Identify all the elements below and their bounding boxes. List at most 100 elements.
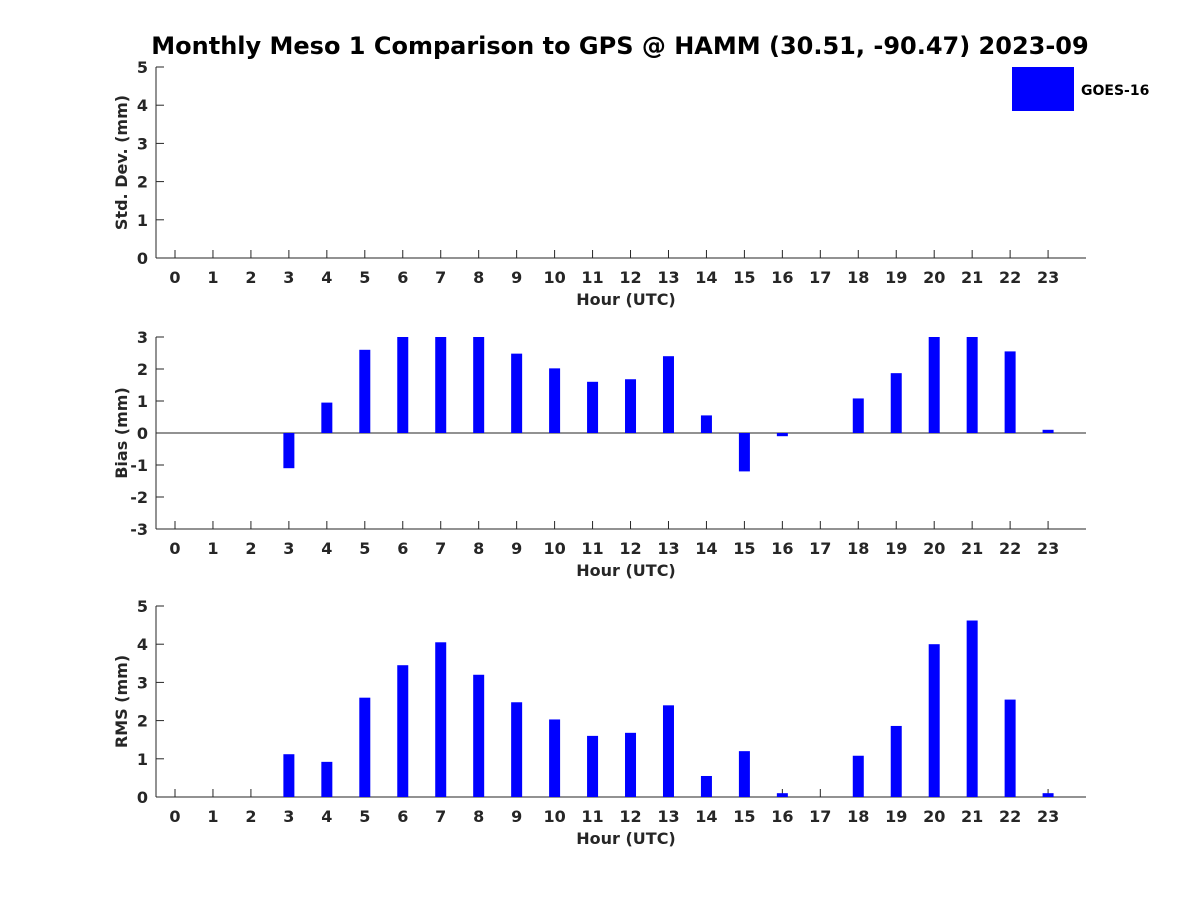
x-tick-label: 5 bbox=[359, 807, 370, 826]
y-tick-label: -1 bbox=[130, 456, 148, 475]
y-axis-label: Bias (mm) bbox=[112, 387, 131, 479]
x-tick-label: 4 bbox=[321, 268, 332, 287]
x-tick-label: 21 bbox=[961, 268, 983, 287]
x-tick-label: 10 bbox=[543, 807, 565, 826]
legend: GOES-16 bbox=[1012, 67, 1149, 111]
y-tick-label: 0 bbox=[137, 424, 148, 443]
y-tick-label: 4 bbox=[137, 635, 148, 654]
y-axis-label: RMS (mm) bbox=[112, 655, 131, 748]
bar-hour-20 bbox=[928, 337, 940, 433]
x-tick-label: 23 bbox=[1037, 268, 1059, 287]
bar-hour-10 bbox=[549, 719, 561, 797]
bar-hour-15 bbox=[738, 751, 750, 797]
y-tick-label: 4 bbox=[137, 96, 148, 115]
x-tick-label: 15 bbox=[733, 268, 755, 287]
bar-hour-3 bbox=[283, 754, 295, 797]
bar-hour-7 bbox=[435, 337, 447, 433]
x-tick-label: 8 bbox=[473, 807, 484, 826]
x-tick-label: 14 bbox=[695, 807, 717, 826]
x-tick-label: 17 bbox=[809, 268, 831, 287]
bar-hour-18 bbox=[852, 755, 864, 797]
bar-hour-9 bbox=[511, 702, 523, 797]
x-tick-label: 5 bbox=[359, 539, 370, 558]
x-tick-label: 1 bbox=[207, 268, 218, 287]
x-tick-label: 23 bbox=[1037, 807, 1059, 826]
x-tick-label: 22 bbox=[999, 268, 1021, 287]
x-tick-label: 1 bbox=[207, 539, 218, 558]
bar-hour-8 bbox=[473, 337, 485, 433]
bar-hour-9 bbox=[511, 353, 523, 433]
x-tick-label: 15 bbox=[733, 807, 755, 826]
x-tick-label: 20 bbox=[923, 268, 945, 287]
x-tick-label: 0 bbox=[169, 539, 180, 558]
x-tick-label: 20 bbox=[923, 539, 945, 558]
bar-hour-11 bbox=[587, 735, 599, 797]
y-tick-label: 5 bbox=[137, 58, 148, 77]
bar-hour-22 bbox=[1004, 351, 1016, 433]
x-tick-label: 6 bbox=[397, 807, 408, 826]
x-tick-label: 14 bbox=[695, 268, 717, 287]
bar-hour-11 bbox=[587, 381, 599, 433]
x-tick-label: 8 bbox=[473, 268, 484, 287]
bar-hour-14 bbox=[700, 775, 712, 797]
bar-hour-6 bbox=[397, 665, 409, 797]
bar-hour-6 bbox=[397, 337, 409, 433]
x-tick-label: 3 bbox=[283, 539, 294, 558]
x-tick-label: 22 bbox=[999, 807, 1021, 826]
x-tick-label: 3 bbox=[283, 807, 294, 826]
bar-hour-20 bbox=[928, 644, 940, 797]
bar-hour-5 bbox=[359, 697, 371, 797]
y-tick-label: 0 bbox=[137, 249, 148, 268]
y-tick-label: 1 bbox=[137, 211, 148, 230]
x-tick-label: 13 bbox=[657, 807, 679, 826]
x-tick-label: 15 bbox=[733, 539, 755, 558]
bar-hour-16 bbox=[776, 433, 788, 437]
x-tick-label: 13 bbox=[657, 539, 679, 558]
x-tick-label: 4 bbox=[321, 539, 332, 558]
x-axis-label: Hour (UTC) bbox=[576, 829, 676, 848]
x-tick-label: 9 bbox=[511, 807, 522, 826]
bar-hour-16 bbox=[776, 793, 788, 797]
x-tick-label: 18 bbox=[847, 539, 869, 558]
bar-hour-18 bbox=[852, 398, 864, 433]
x-tick-label: 6 bbox=[397, 268, 408, 287]
bar-hour-7 bbox=[435, 642, 447, 797]
x-tick-label: 10 bbox=[543, 268, 565, 287]
x-tick-label: 19 bbox=[885, 268, 907, 287]
x-tick-label: 9 bbox=[511, 268, 522, 287]
x-tick-label: 12 bbox=[619, 539, 641, 558]
x-tick-label: 22 bbox=[999, 539, 1021, 558]
x-tick-label: 19 bbox=[885, 807, 907, 826]
bar-hour-23 bbox=[1042, 429, 1054, 433]
x-tick-label: 11 bbox=[581, 539, 603, 558]
x-tick-label: 2 bbox=[245, 268, 256, 287]
x-tick-label: 12 bbox=[619, 268, 641, 287]
bar-hour-4 bbox=[321, 761, 333, 797]
x-tick-label: 20 bbox=[923, 807, 945, 826]
x-tick-label: 17 bbox=[809, 807, 831, 826]
bar-hour-5 bbox=[359, 349, 371, 433]
x-axis-label: Hour (UTC) bbox=[576, 290, 676, 309]
y-axis-label: Std. Dev. (mm) bbox=[112, 95, 131, 230]
x-tick-label: 7 bbox=[435, 268, 446, 287]
x-tick-label: 19 bbox=[885, 539, 907, 558]
x-tick-label: 16 bbox=[771, 268, 793, 287]
x-tick-label: 2 bbox=[245, 807, 256, 826]
x-tick-label: 23 bbox=[1037, 539, 1059, 558]
bar-hour-4 bbox=[321, 402, 333, 433]
x-tick-label: 11 bbox=[581, 268, 603, 287]
x-tick-label: 7 bbox=[435, 539, 446, 558]
x-tick-label: 18 bbox=[847, 807, 869, 826]
x-tick-label: 16 bbox=[771, 807, 793, 826]
x-tick-label: 6 bbox=[397, 539, 408, 558]
x-axis-label: Hour (UTC) bbox=[576, 561, 676, 580]
x-tick-label: 2 bbox=[245, 539, 256, 558]
x-tick-label: 17 bbox=[809, 539, 831, 558]
y-tick-label: 3 bbox=[137, 134, 148, 153]
x-tick-label: 3 bbox=[283, 268, 294, 287]
legend-swatch-goes-16 bbox=[1012, 67, 1074, 111]
x-tick-label: 21 bbox=[961, 539, 983, 558]
